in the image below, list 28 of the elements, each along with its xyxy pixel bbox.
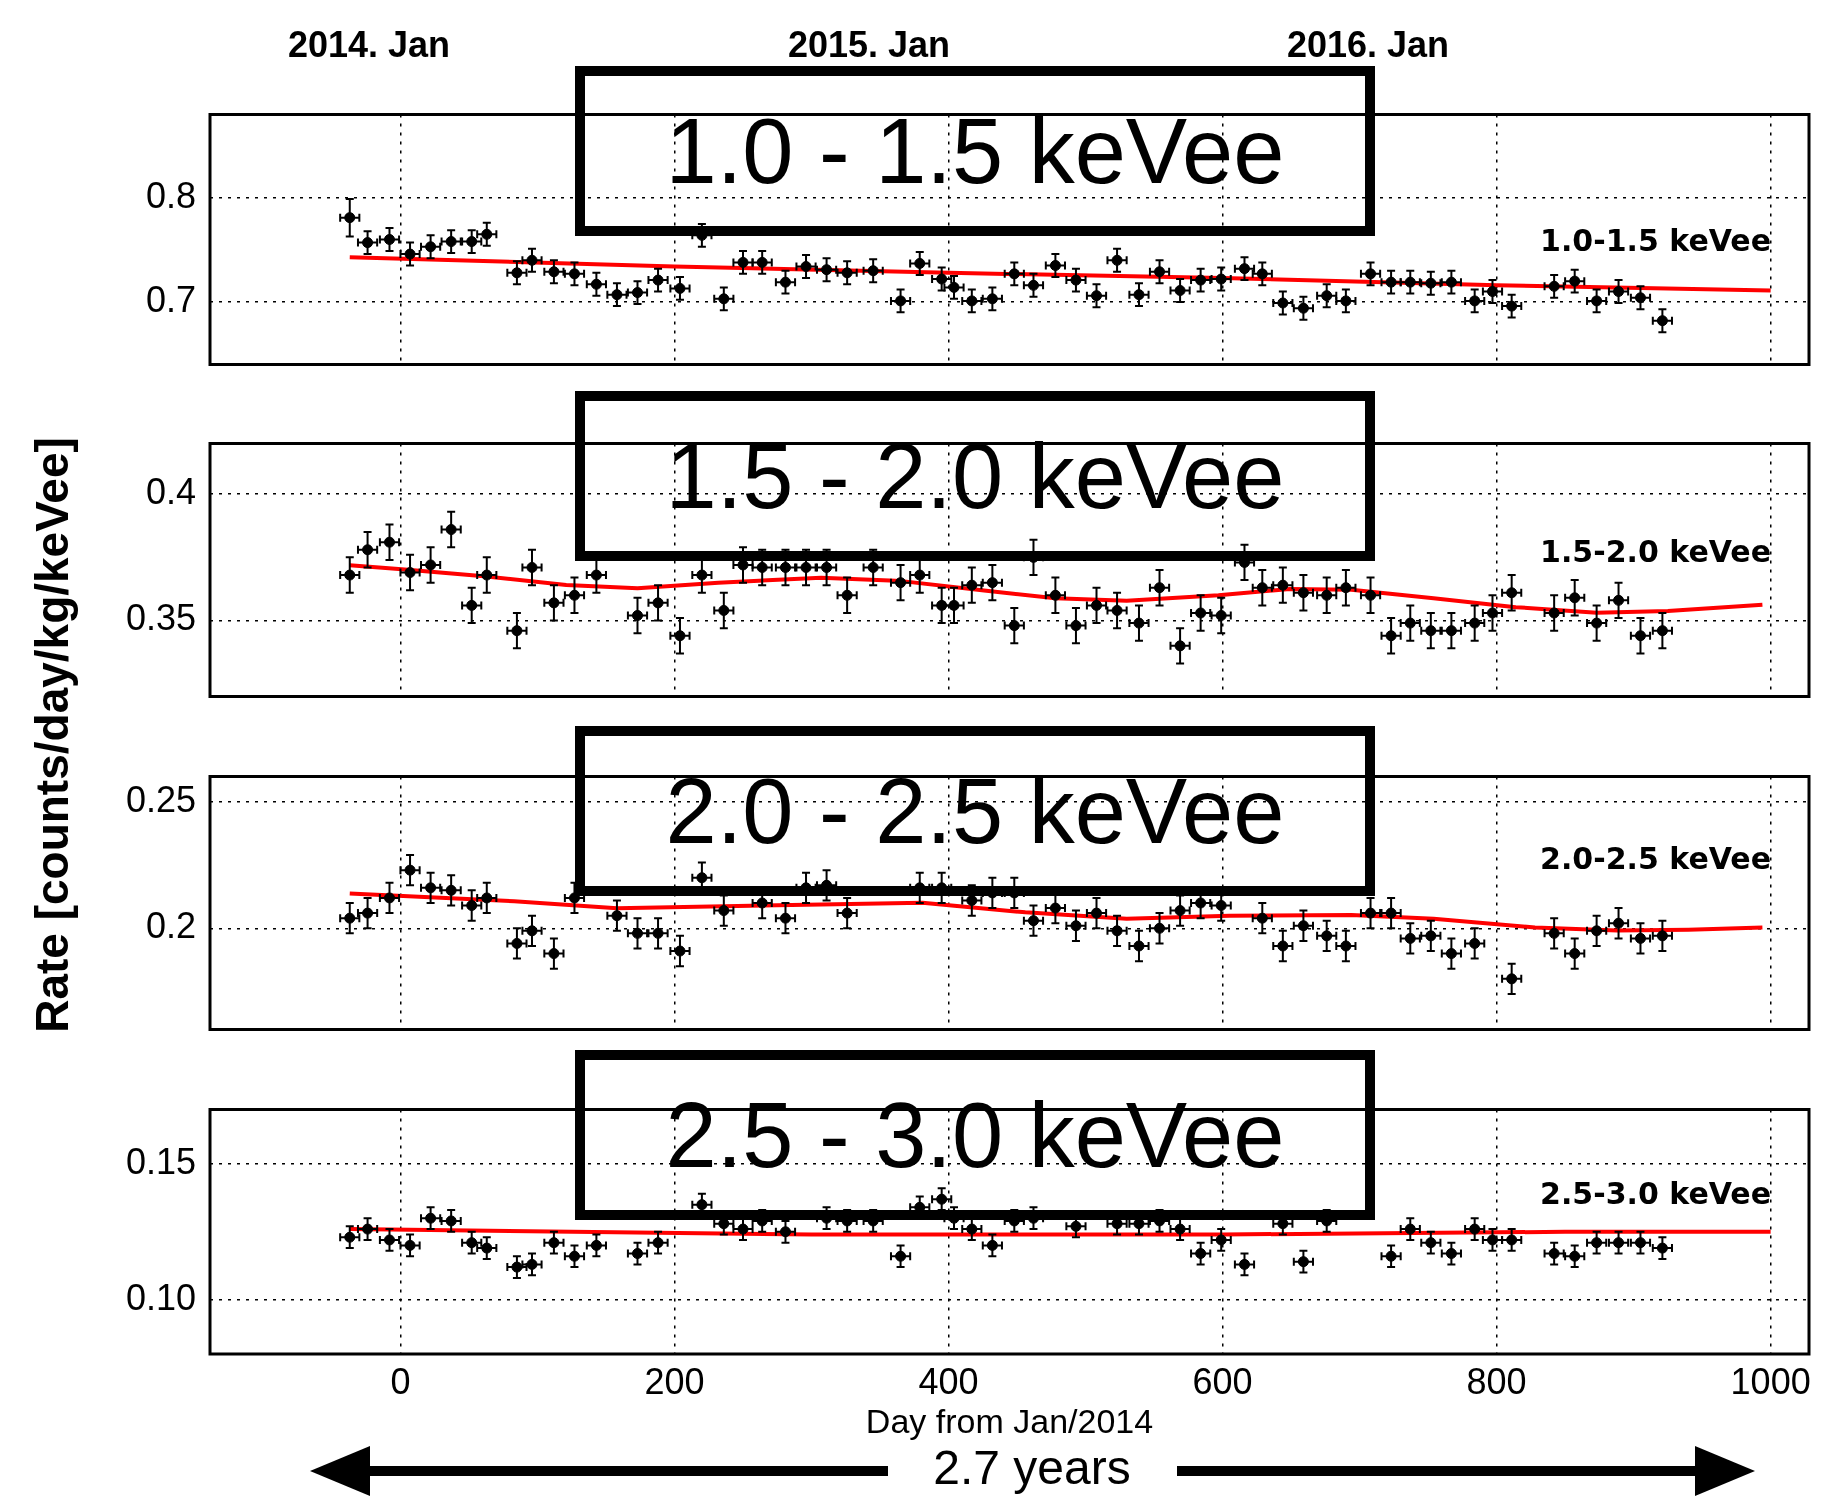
annotation: 1.0 - 1.5 keVee xyxy=(665,98,1285,204)
annotation: 1.5-2.0 keVee xyxy=(1540,534,1771,570)
text: 2016. Jan xyxy=(1286,24,1450,66)
x-tick-label: 600 xyxy=(1192,1360,1253,1402)
x-axis-title: Day from Jan/2014 xyxy=(865,1402,1154,1441)
y-tick-label: 0.35 xyxy=(125,597,196,639)
y-tick-label: 0.4 xyxy=(145,471,196,513)
y-tick-label: 0.2 xyxy=(145,905,196,947)
annotation: 2.5-3.0 keVee xyxy=(1540,1176,1771,1212)
text: 2015. Jan xyxy=(787,24,951,66)
y-tick-label: 0.25 xyxy=(125,778,196,820)
y-tick-label: 0.7 xyxy=(145,278,196,320)
y-tick-label: 0.10 xyxy=(125,1276,196,1318)
y-tick-label: 0.8 xyxy=(145,174,196,216)
annotation: 2.0 - 2.5 keVee xyxy=(665,758,1285,864)
y-tick-label: 0.15 xyxy=(125,1140,196,1182)
x-tick-label: 800 xyxy=(1466,1360,1527,1402)
text-frame: 1.0 - 1.5 keVee xyxy=(575,66,1375,236)
annotation: 2.0-2.5 keVee xyxy=(1540,841,1771,877)
x-tick-label: 200 xyxy=(644,1360,705,1402)
x-tick-label: 0 xyxy=(390,1360,411,1402)
x-tick-label: 1000 xyxy=(1730,1360,1811,1402)
x-tick-label: 400 xyxy=(918,1360,979,1402)
annotation: 1.5 - 2.0 keVee xyxy=(665,423,1285,529)
annotation: 1.0-1.5 keVee xyxy=(1540,223,1771,259)
text: 2014. Jan xyxy=(287,24,451,66)
text: 2.7 years xyxy=(933,1440,1131,1495)
y-axis-title: Rate [counts/day/kg/keVee] xyxy=(25,437,79,1033)
